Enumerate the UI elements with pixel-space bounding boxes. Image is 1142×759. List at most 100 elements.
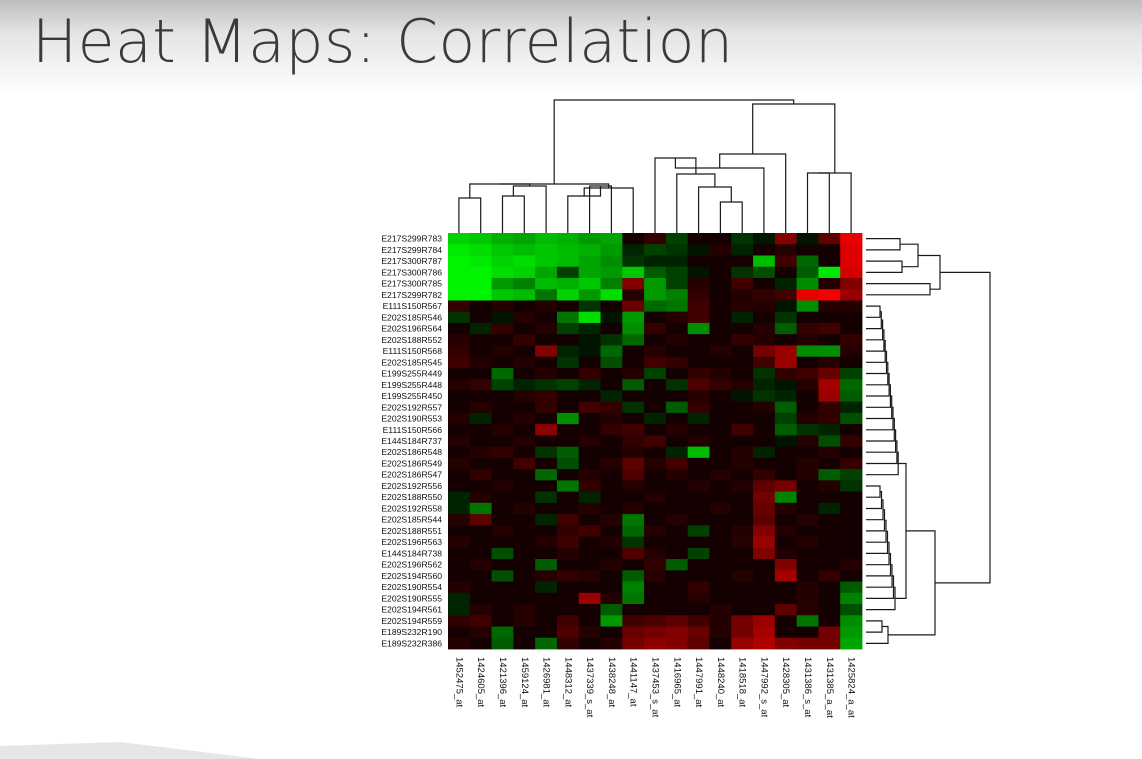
heatmap-cell: [687, 334, 710, 346]
heatmap-cell: [622, 570, 645, 582]
heatmap-cell: [687, 390, 710, 403]
heatmap-cell: [709, 514, 732, 526]
heatmap-cell: [513, 581, 536, 594]
heatmap-cell: [622, 277, 645, 290]
heatmap-cell: [753, 424, 776, 436]
heatmap-cell: [840, 334, 863, 346]
column-label: 1447992_s_at: [758, 657, 769, 718]
heatmap-cell: [513, 356, 536, 369]
heatmap-cell: [665, 547, 689, 560]
heatmap-cell: [774, 559, 798, 571]
heatmap-cell: [796, 525, 819, 537]
heatmap-cell: [665, 446, 689, 459]
heatmap-cell: [448, 637, 471, 650]
heatmap-cell: [469, 547, 492, 560]
dendrogram-branch: [866, 319, 884, 341]
heatmap-cell: [818, 469, 841, 481]
heatmap-cell: [469, 446, 492, 459]
heatmap-cell: [774, 412, 798, 425]
row-label: E217S299R782: [381, 290, 442, 300]
column-label: 1424605_at: [475, 657, 486, 708]
heatmap-cell: [709, 401, 732, 414]
heatmap-cell: [622, 300, 645, 313]
heatmap-cell: [448, 401, 471, 414]
heatmap-cell: [687, 300, 710, 313]
row-label: E202S192R556: [381, 481, 442, 491]
heatmap-cell: [753, 604, 776, 616]
heatmap-cell: [731, 491, 754, 504]
heatmap-cell: [818, 581, 841, 594]
heatmap-cell: [448, 379, 471, 391]
heatmap-cell: [818, 424, 841, 436]
heatmap-cell: [753, 480, 776, 492]
heatmap-cell: [687, 536, 710, 549]
heatmap-cell: [687, 491, 710, 504]
heatmap-cell: [578, 367, 601, 380]
heatmap-cell: [753, 356, 776, 369]
heatmap-cell: [513, 390, 536, 403]
heatmap-cell: [469, 277, 492, 290]
heatmap-cell: [709, 233, 732, 245]
heatmap-cell: [753, 570, 776, 582]
heatmap-cell: [687, 255, 710, 268]
heatmap-cell: [687, 514, 710, 526]
heatmap-cell: [600, 480, 623, 492]
heatmap-cell: [840, 367, 863, 380]
heatmap-cell: [774, 626, 798, 639]
heatmap-cell: [469, 480, 492, 492]
heatmap-cell: [818, 446, 841, 459]
heatmap-cell: [622, 367, 645, 380]
heatmap-cell: [535, 334, 558, 346]
heatmap-cell: [753, 289, 776, 301]
heatmap-cell: [535, 637, 558, 650]
heatmap-cell: [840, 626, 863, 639]
heatmap-cell: [513, 435, 536, 448]
heatmap-cell: [818, 412, 841, 425]
heatmap-cell: [578, 289, 601, 301]
column-label: 1428305_at: [780, 657, 791, 708]
heatmap-cell: [513, 615, 536, 627]
heatmap-cell: [818, 480, 841, 492]
heatmap-cell: [448, 390, 471, 403]
heatmap-cell: [818, 322, 841, 335]
heatmap-cell: [774, 356, 798, 369]
heatmap-cell: [448, 626, 471, 639]
heatmap-cell: [818, 300, 841, 313]
heatmap-cell: [578, 322, 601, 335]
heatmap-cell: [556, 570, 580, 582]
row-label: E189S232R190: [381, 627, 442, 637]
heatmap-cell: [731, 300, 754, 313]
heatmap-cell: [753, 615, 776, 627]
heatmap-cell: [709, 435, 732, 448]
heatmap-cell: [774, 334, 798, 346]
heatmap-cell: [774, 233, 798, 245]
heatmap-cell: [687, 277, 710, 290]
heatmap-cell: [818, 277, 841, 290]
heatmap-cell: [709, 367, 732, 380]
heatmap-cell: [535, 390, 558, 403]
heatmap-cell: [556, 626, 580, 639]
heatmap-cell: [491, 604, 514, 616]
heatmap-cell: [491, 401, 514, 414]
heatmap-cell: [513, 604, 536, 616]
heatmap-cell: [448, 536, 471, 549]
heatmap-cell: [644, 311, 667, 324]
heatmap-cell: [448, 424, 471, 436]
heatmap-cell: [796, 289, 819, 301]
heatmap-cell: [513, 480, 536, 492]
heatmap-cell: [600, 547, 623, 560]
heatmap-cell: [513, 491, 536, 504]
heatmap-cell: [556, 547, 580, 560]
heatmap-cell: [753, 401, 776, 414]
heatmap-cell: [644, 233, 667, 245]
dendrogram-branch: [654, 157, 697, 233]
heatmap-cell: [753, 367, 776, 380]
heatmap-cell: [709, 581, 732, 594]
heatmap-cell: [687, 356, 710, 369]
heatmap-cell: [469, 244, 492, 256]
heatmap-cell: [491, 469, 514, 481]
heatmap-cell: [448, 311, 471, 324]
heatmap-cell: [448, 480, 471, 492]
heatmap-cell: [774, 390, 798, 403]
heatmap-cell: [840, 592, 863, 605]
